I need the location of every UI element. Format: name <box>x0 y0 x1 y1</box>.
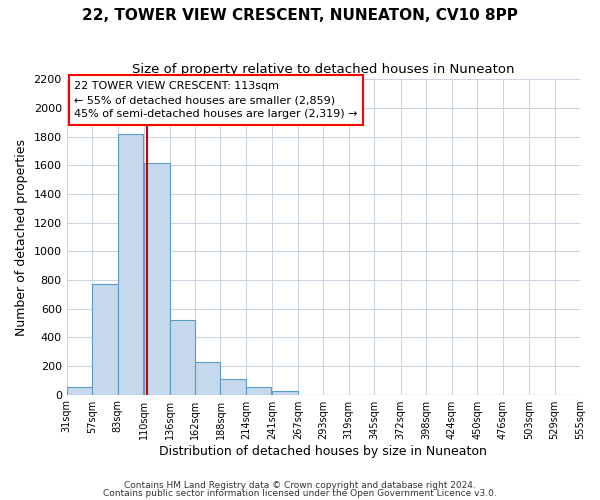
Bar <box>246 386 271 394</box>
Bar <box>118 134 143 394</box>
Text: 22 TOWER VIEW CRESCENT: 113sqm
← 55% of detached houses are smaller (2,859)
45% : 22 TOWER VIEW CRESCENT: 113sqm ← 55% of … <box>74 81 358 119</box>
Bar <box>170 320 195 394</box>
Text: 22, TOWER VIEW CRESCENT, NUNEATON, CV10 8PP: 22, TOWER VIEW CRESCENT, NUNEATON, CV10 … <box>82 8 518 22</box>
Text: Contains HM Land Registry data © Crown copyright and database right 2024.: Contains HM Land Registry data © Crown c… <box>124 480 476 490</box>
X-axis label: Distribution of detached houses by size in Nuneaton: Distribution of detached houses by size … <box>160 444 487 458</box>
Bar <box>92 284 118 395</box>
Bar <box>67 388 92 394</box>
Bar <box>220 379 246 394</box>
Text: Contains public sector information licensed under the Open Government Licence v3: Contains public sector information licen… <box>103 489 497 498</box>
Bar <box>144 162 170 394</box>
Title: Size of property relative to detached houses in Nuneaton: Size of property relative to detached ho… <box>132 62 515 76</box>
Bar <box>272 391 298 394</box>
Y-axis label: Number of detached properties: Number of detached properties <box>15 138 28 336</box>
Bar <box>195 362 220 394</box>
